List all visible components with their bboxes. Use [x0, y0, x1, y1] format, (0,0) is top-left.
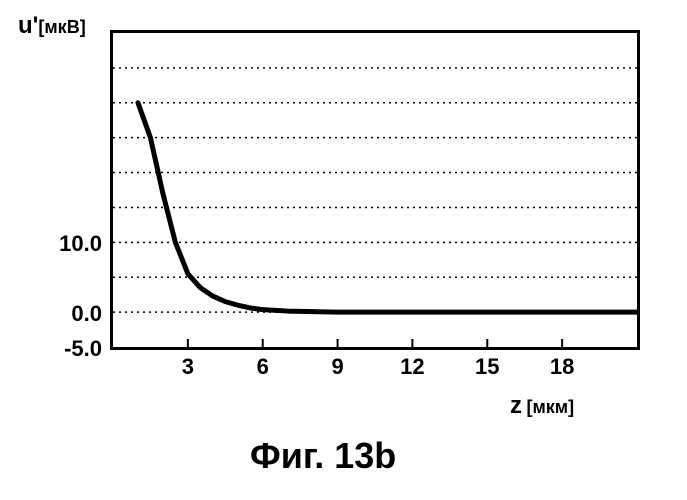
- x-tick-label: 9: [318, 354, 358, 380]
- y-tick-label: 0.0: [22, 301, 102, 327]
- y-axis-label-main: u': [18, 12, 38, 39]
- y-axis-label-unit: [мкВ]: [38, 17, 85, 37]
- x-axis-label: z [мкм]: [510, 392, 574, 420]
- figure-caption: Фиг. 13b: [250, 435, 396, 477]
- plot-svg: [113, 33, 637, 347]
- figure-container: { "chart": { "type": "line", "y_axis_lab…: [0, 0, 687, 500]
- x-tick-label: 3: [168, 354, 208, 380]
- x-tick-label: 18: [542, 354, 582, 380]
- x-tick-label: 12: [392, 354, 432, 380]
- data-curve: [138, 103, 637, 312]
- axis-tick-marks: [188, 339, 562, 347]
- y-tick-label: -5.0: [22, 336, 102, 362]
- plot-area: [110, 30, 640, 350]
- x-axis-label-unit: [мкм]: [526, 397, 574, 417]
- x-tick-label: 15: [467, 354, 507, 380]
- x-tick-label: 6: [243, 354, 283, 380]
- y-tick-label: 10.0: [22, 231, 102, 257]
- y-axis-label: u'[мкВ]: [18, 12, 86, 40]
- x-axis-label-main: z: [510, 392, 522, 419]
